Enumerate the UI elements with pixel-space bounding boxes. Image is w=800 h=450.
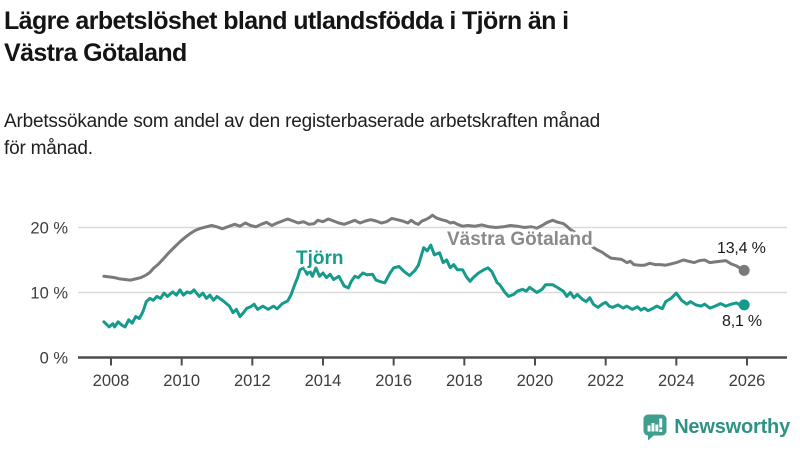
newsworthy-logo-text: Newsworthy [674,416,790,438]
y-tick-label: 20 % [30,220,68,238]
x-tick-label: 2018 [446,372,483,390]
series-end-dot-tjorn [738,299,750,311]
x-tick-label: 2016 [375,372,412,390]
chart-subtitle: Arbetssökande som andel av den registerb… [4,108,796,162]
y-tick-label: 0 % [40,350,69,368]
title-line-1: Lägre arbetslöshet bland utlandsfödda i … [4,7,569,35]
page-title: Lägre arbetslöshet bland utlandsfödda i … [4,5,796,69]
x-tick-label: 2022 [587,372,624,390]
series-label-vastra-gotaland: Västra Götaland [447,229,593,250]
series-line-tjorn [102,243,746,329]
x-tick-label: 2008 [93,372,130,390]
subtitle-line-1: Arbetssökande som andel av den registerb… [4,111,601,132]
y-tick-label: 10 % [30,285,68,303]
title-line-2: Västra Götaland [4,39,187,67]
x-tick-label: 2010 [163,372,200,390]
x-tick-label: 2024 [658,372,695,390]
series-line-vastra-gotaland [102,213,746,282]
x-tick-label: 2014 [305,372,342,390]
end-value-vastra-gotaland: 13,4 % [717,240,766,257]
x-tick-label: 2012 [234,372,271,390]
x-tick-label: 2026 [729,372,766,390]
series-label-tjorn: Tjörn [296,248,344,269]
x-tick-label: 2020 [517,372,554,390]
subtitle-line-2: för månad. [4,138,93,159]
newsworthy-logo[interactable]: Newsworthy [643,414,790,441]
end-value-tjorn: 8,1 % [722,313,762,330]
newsworthy-icon [643,414,667,441]
series-end-dot-vastra-gotaland [738,264,750,276]
